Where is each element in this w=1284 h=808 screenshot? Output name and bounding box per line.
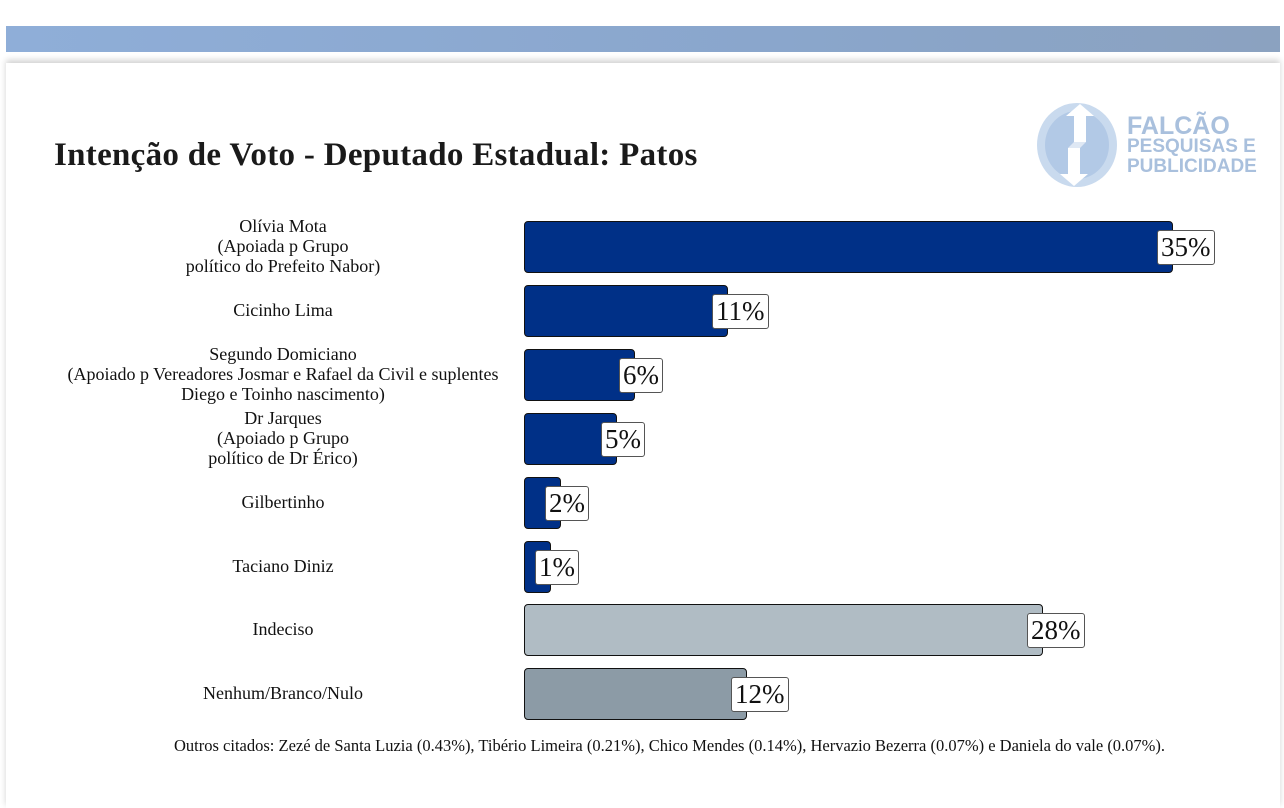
bar: [524, 221, 1173, 273]
bar: [524, 604, 1043, 656]
category-label-line: Segundo Domiciano: [209, 344, 357, 364]
category-label: Taciano Diniz: [40, 556, 526, 576]
category-label: Indeciso: [40, 619, 526, 639]
logo-line-3: PUBLICIDADE: [1127, 156, 1257, 177]
category-label: Dr Jarques (Apoiado p Grupo político de Dr…: [40, 408, 526, 468]
category-label-line: (Apoiado p Grupo: [217, 428, 349, 448]
category-label-line: (Apoiada p Grupo: [217, 236, 349, 256]
logo-line-2: PESQUISAS E: [1127, 136, 1256, 157]
category-label-line: Dr Jarques: [244, 408, 322, 428]
category-label-line: político de Dr Érico): [208, 448, 358, 468]
category-label: Olívia Mota (Apoiada p Grupo político do P…: [40, 216, 526, 276]
value-label: 35%: [1157, 230, 1215, 265]
category-label-line: Olívia Mota: [239, 216, 327, 236]
logo-line-1: FALCÃO: [1127, 112, 1230, 140]
value-label: 6%: [619, 358, 663, 393]
category-label-line: Taciano Diniz: [232, 556, 334, 576]
other-candidates-footnote: Outros citados: Zezé de Santa Luzia (0.4…: [174, 736, 1166, 755]
value-label: 28%: [1027, 613, 1085, 648]
category-label: Segundo Domiciano (Apoiado p Vereadores J…: [40, 344, 526, 404]
category-label: Cicinho Lima: [40, 300, 526, 320]
value-label: 2%: [545, 486, 589, 521]
chart-title: Intenção de Voto - Deputado Estadual: Pa…: [54, 137, 698, 173]
category-label: Nenhum/Branco/Nulo: [40, 683, 526, 703]
falcao-logo: FALCÃO PESQUISAS E PUBLICIDADE: [1036, 102, 1257, 194]
category-label-line: Nenhum/Branco/Nulo: [203, 683, 363, 703]
category-label-line: político do Prefeito Nabor): [185, 256, 381, 276]
logo-arrows-icon: [1037, 103, 1117, 187]
category-label-line: Indeciso: [252, 619, 314, 639]
category-label-line: Diego e Toinho nascimento): [181, 384, 385, 404]
logo-text: FALCÃO PESQUISAS E PUBLICIDADE: [1127, 112, 1257, 177]
category-label-line: (Apoiado p Vereadores Josmar e Rafael da…: [67, 364, 499, 384]
value-label: 11%: [712, 294, 769, 329]
category-label-line: Gilbertinho: [241, 492, 325, 512]
bar: [524, 668, 747, 720]
value-label: 1%: [535, 550, 579, 585]
bar: [524, 285, 728, 337]
value-label: 12%: [731, 677, 789, 712]
category-label-line: Cicinho Lima: [233, 300, 333, 320]
top-banner-strip: [6, 26, 1280, 52]
value-label: 5%: [601, 422, 645, 457]
category-label: Gilbertinho: [40, 492, 526, 512]
